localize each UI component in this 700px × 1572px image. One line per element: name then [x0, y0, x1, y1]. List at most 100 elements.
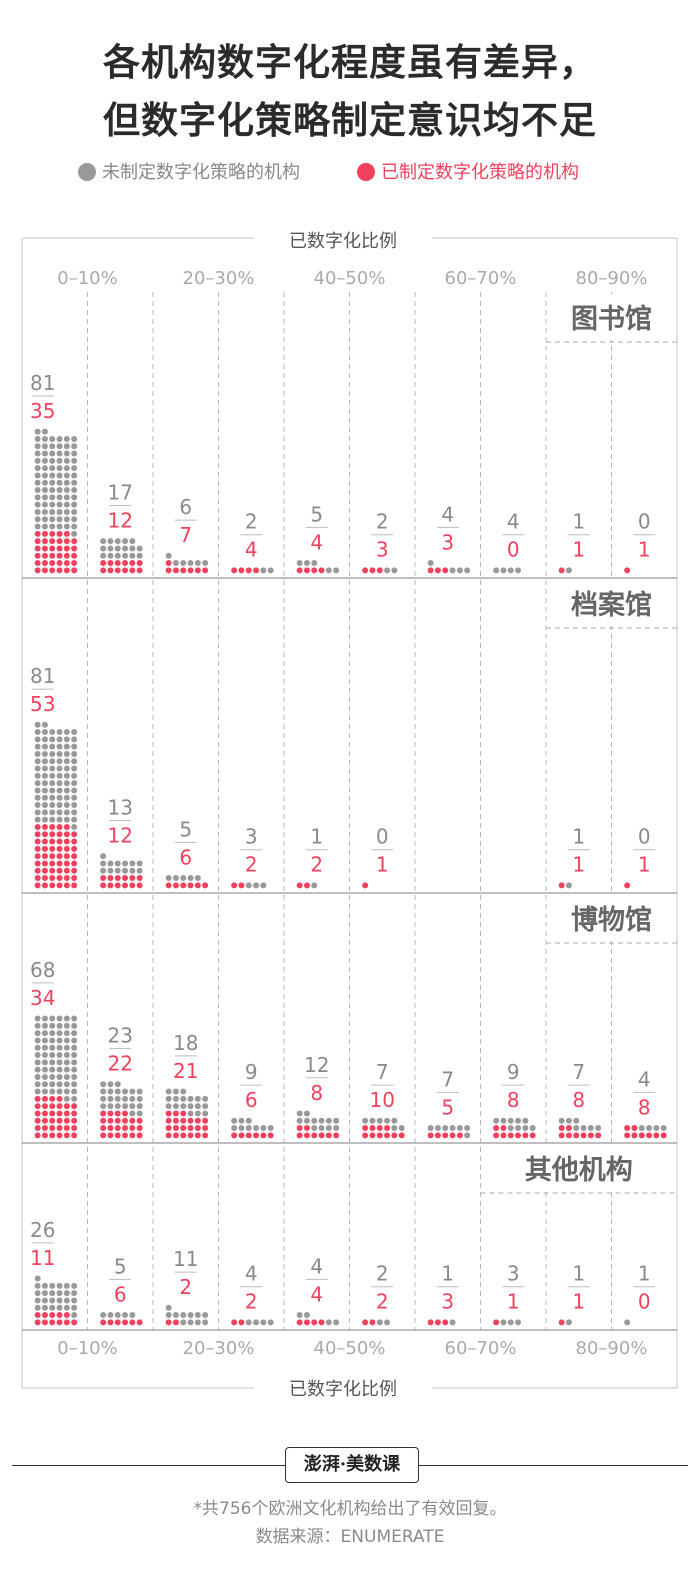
dot-no-strategy — [41, 1022, 48, 1029]
dot-no-strategy — [71, 1081, 78, 1088]
dot-no-strategy — [63, 457, 70, 464]
dot-no-strategy — [114, 867, 121, 874]
dot-no-strategy — [63, 1044, 70, 1051]
dot-no-strategy — [180, 1095, 187, 1102]
dot-strategy — [558, 1132, 565, 1139]
dot-strategy — [49, 1132, 56, 1139]
dot-strategy — [41, 1312, 48, 1319]
dot-no-strategy — [71, 1282, 78, 1289]
count-no-strategy: 6 — [179, 495, 192, 519]
dot-strategy — [449, 1132, 456, 1139]
dot-no-strategy — [107, 552, 114, 559]
count-strategy: 4 — [310, 1282, 323, 1306]
legend-item-strategy: 已制定数字化策略的机构 — [357, 160, 579, 186]
dot-strategy — [34, 1319, 41, 1326]
dot-no-strategy — [100, 867, 107, 874]
dot-no-strategy — [56, 1290, 63, 1297]
dot-no-strategy — [49, 809, 56, 816]
dot-strategy — [434, 1132, 441, 1139]
dot-strategy — [129, 1132, 136, 1139]
dot-no-strategy — [573, 1117, 580, 1124]
dot-no-strategy — [194, 1103, 201, 1110]
dot-strategy — [41, 853, 48, 860]
dot-no-strategy — [34, 1030, 41, 1037]
dot-strategy — [100, 875, 107, 882]
dot-strategy — [362, 567, 369, 574]
dot-strategy — [71, 1125, 78, 1132]
dot-strategy — [172, 1117, 179, 1124]
dot-strategy — [34, 1103, 41, 1110]
dot-strategy — [63, 853, 70, 860]
dot-no-strategy — [56, 794, 63, 801]
dot-no-strategy — [56, 816, 63, 823]
dot-no-strategy — [464, 1132, 471, 1139]
dot-strategy — [493, 1132, 500, 1139]
count-strategy: 34 — [30, 986, 55, 1010]
dot-no-strategy — [49, 1044, 56, 1051]
dot-strategy — [580, 1132, 587, 1139]
dot-no-strategy — [325, 1319, 332, 1326]
dot-no-strategy — [34, 1037, 41, 1044]
dot-strategy — [49, 845, 56, 852]
dot-strategy — [114, 1125, 121, 1132]
count-strategy: 7 — [179, 523, 192, 547]
dot-no-strategy — [500, 1319, 507, 1326]
dot-no-strategy — [202, 560, 209, 567]
dot-strategy — [187, 882, 194, 889]
dot-strategy — [565, 1132, 572, 1139]
dot-strategy — [56, 560, 63, 567]
dot-strategy — [34, 530, 41, 537]
dot-strategy — [34, 538, 41, 545]
dot-strategy — [56, 552, 63, 559]
dot-no-strategy — [63, 794, 70, 801]
dot-no-strategy — [49, 450, 56, 457]
dot-no-strategy — [558, 1117, 565, 1124]
dot-strategy — [49, 567, 56, 574]
count-no-strategy: 26 — [30, 1218, 55, 1242]
dot-strategy — [231, 567, 238, 574]
count-no-strategy: 0 — [638, 825, 651, 849]
chart-title-line-2: 但数字化策略制定意识均不足 — [103, 99, 597, 142]
dot-strategy — [369, 1319, 376, 1326]
dot-no-strategy — [107, 860, 114, 867]
dot-strategy — [296, 1319, 303, 1326]
dot-no-strategy — [56, 1030, 63, 1037]
dot-strategy — [122, 567, 129, 574]
dot-no-strategy — [71, 479, 78, 486]
dot-no-strategy — [172, 875, 179, 882]
dot-strategy — [165, 1125, 172, 1132]
dot-strategy — [49, 530, 56, 537]
dot-no-strategy — [296, 1110, 303, 1117]
dot-strategy — [202, 1117, 209, 1124]
dot-strategy — [231, 1132, 238, 1139]
dot-no-strategy — [41, 1015, 48, 1022]
dot-strategy — [34, 882, 41, 889]
dot-no-strategy — [49, 780, 56, 787]
dot-no-strategy — [449, 1319, 456, 1326]
dot-no-strategy — [34, 1275, 41, 1282]
dot-strategy — [49, 1110, 56, 1117]
dot-strategy — [56, 1110, 63, 1117]
dot-strategy — [56, 1132, 63, 1139]
dot-strategy — [245, 1132, 252, 1139]
dot-strategy — [100, 560, 107, 567]
dot-no-strategy — [333, 567, 340, 574]
dot-strategy — [631, 1132, 638, 1139]
count-strategy: 1 — [376, 853, 389, 877]
dot-no-strategy — [71, 1022, 78, 1029]
dot-no-strategy — [71, 772, 78, 779]
dot-no-strategy — [202, 1110, 209, 1117]
x-tick-label-bottom: 20–30% — [183, 1338, 255, 1359]
dot-no-strategy — [49, 1052, 56, 1059]
dot-no-strategy — [34, 1022, 41, 1029]
dot-no-strategy — [63, 780, 70, 787]
dot-strategy — [136, 1125, 143, 1132]
dot-no-strategy — [500, 1117, 507, 1124]
dot-no-strategy — [34, 794, 41, 801]
dot-no-strategy — [376, 1319, 383, 1326]
dot-no-strategy — [63, 443, 70, 450]
dot-strategy — [63, 530, 70, 537]
dot-no-strategy — [56, 457, 63, 464]
dot-strategy — [41, 1110, 48, 1117]
dot-no-strategy — [34, 494, 41, 501]
